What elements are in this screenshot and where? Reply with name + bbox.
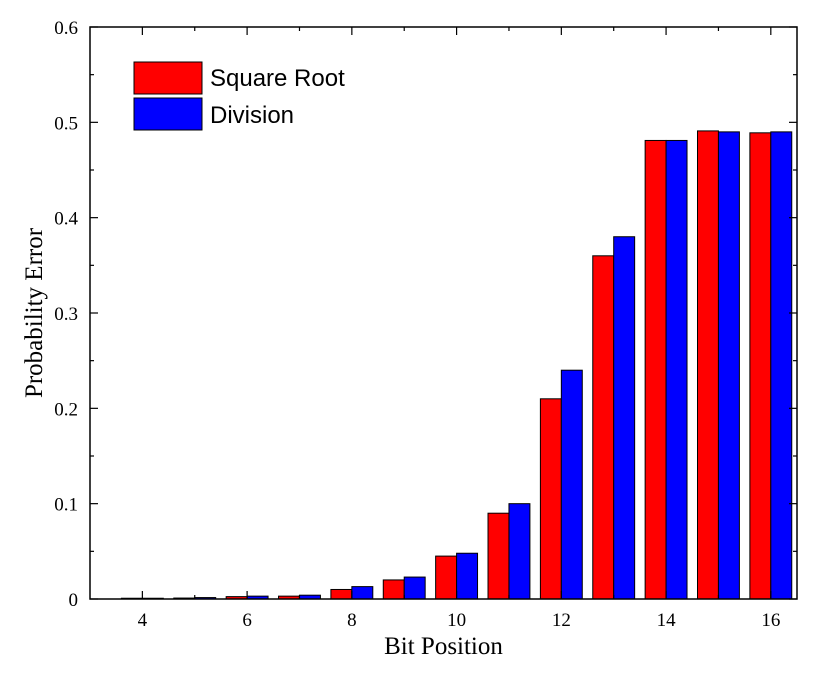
bar-division-12: [560, 369, 583, 600]
y-tick-label-0: 0: [69, 590, 79, 611]
bar-square-root-14: [644, 139, 667, 600]
bars-group: [120, 130, 793, 600]
bar-square-root-16: [749, 132, 772, 600]
bar-division-10: [456, 552, 479, 600]
bar-square-root-9: [382, 579, 405, 600]
bar-division-16: [770, 131, 793, 600]
x-tick-label-16: 16: [761, 610, 780, 631]
legend-swatch-division: [133, 97, 203, 131]
legend-label-square-root: Square Root: [210, 65, 345, 92]
y-tick-label-0.4: 0.4: [54, 209, 78, 230]
legend-swatch-square-root: [133, 61, 203, 95]
bar-square-root-11: [487, 512, 510, 600]
bar-division-11: [508, 503, 531, 600]
bar-division-9: [403, 576, 426, 600]
x-tick-label-12: 12: [552, 610, 571, 631]
bar-square-root-8: [330, 588, 353, 600]
bar-division-13: [613, 236, 636, 600]
bar-division-8: [351, 586, 374, 600]
bar-square-root-10: [435, 555, 458, 600]
y-tick-label-0.5: 0.5: [54, 113, 78, 134]
bar-square-root-15: [697, 130, 719, 600]
ticks-group: 4 6 8 10 12 14 16 0 0.1 0.2 0.3 0.4 0.5 0.6: [54, 18, 797, 631]
bar-square-root-12: [539, 398, 562, 600]
y-tick-label-0.1: 0.1: [54, 495, 78, 516]
x-tick-label-14: 14: [657, 610, 677, 631]
legend-label-division: Division: [210, 102, 294, 129]
x-tick-label-6: 6: [242, 610, 252, 631]
x-tick-label-10: 10: [447, 610, 466, 631]
bar-division-14: [665, 139, 688, 600]
x-tick-label-4: 4: [138, 610, 148, 631]
y-axis-title: Probability Error: [21, 227, 48, 398]
y-tick-label-0.3: 0.3: [54, 304, 78, 325]
bar-division-15: [717, 131, 740, 600]
x-axis-title: Bit Position: [384, 633, 503, 660]
y-tick-label-0.6: 0.6: [54, 18, 78, 39]
x-tick-label-8: 8: [347, 610, 357, 631]
bar-square-root-13: [592, 255, 615, 600]
y-tick-label-0.2: 0.2: [54, 399, 78, 420]
legend: Square Root Division: [133, 61, 345, 131]
